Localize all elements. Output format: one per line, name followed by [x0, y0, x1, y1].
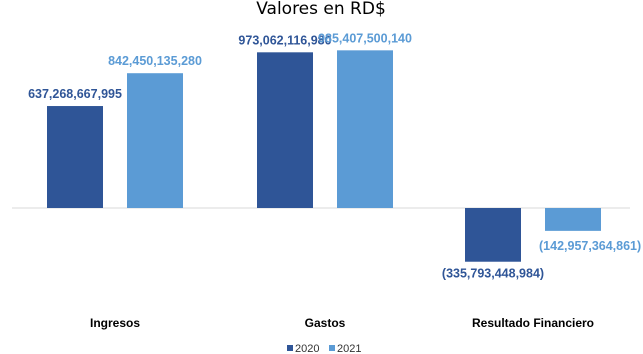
data-label-2021-0: 842,450,135,280: [108, 54, 202, 68]
data-label-2020-1: 973,062,116,980: [238, 33, 331, 47]
data-label-2020-2: (335,793,448,984): [442, 267, 544, 281]
category-label-1: Gastos: [305, 316, 346, 330]
bar-2021-2: [545, 208, 601, 231]
bar-2020-2: [465, 208, 521, 262]
bar-2020-1: [257, 52, 313, 209]
category-label-0: Ingresos: [90, 316, 140, 330]
legend-label-2020: 2020: [295, 343, 319, 354]
bar-2020-0: [47, 106, 103, 208]
bar-2021-0: [127, 73, 183, 208]
data-label-2021-1: 985,407,500,140: [318, 31, 412, 45]
chart-legend: 2020 2021: [287, 343, 361, 354]
chart-title: Valores en RD$: [256, 0, 386, 19]
data-label-2020-0: 637,268,667,995: [28, 87, 122, 101]
bar-2021-1: [337, 50, 393, 208]
category-label-2: Resultado Financiero: [472, 316, 594, 330]
legend-label-2021: 2021: [337, 343, 361, 354]
legend-swatch-2020: [287, 345, 293, 351]
data-label-2021-2: (142,957,364,861): [539, 239, 641, 253]
legend-swatch-2021: [329, 345, 335, 351]
plot-area: 637,268,667,995 842,450,135,280 973,062,11…: [28, 31, 641, 280]
category-axis-labels: Ingresos Gastos Resultado Financiero: [90, 316, 594, 330]
